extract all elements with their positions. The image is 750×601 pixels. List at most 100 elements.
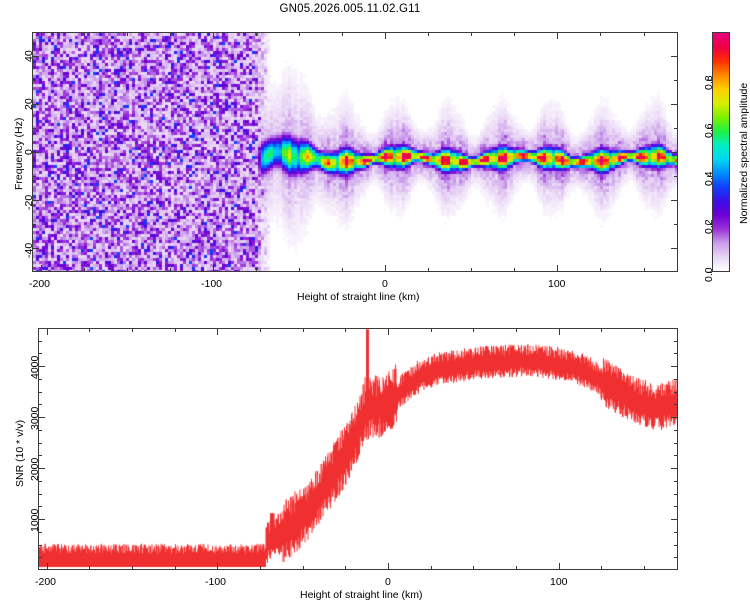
axis-tick xyxy=(431,566,432,570)
axis-tick xyxy=(385,32,386,39)
axis-tick xyxy=(674,176,678,177)
axis-tick xyxy=(514,268,515,272)
axis-tick xyxy=(342,32,343,36)
axis-tick-label: 2000 xyxy=(29,457,41,481)
axis-tick-label: 4000 xyxy=(29,355,41,379)
axis-tick xyxy=(671,519,678,520)
axis-tick xyxy=(38,545,42,546)
axis-tick xyxy=(707,80,712,81)
axis-tick xyxy=(674,224,678,225)
axis-tick xyxy=(644,268,645,272)
axis-tick xyxy=(32,104,39,105)
axis-tick xyxy=(674,481,678,482)
colorbar xyxy=(712,32,730,272)
axis-tick xyxy=(38,404,42,405)
axis-tick xyxy=(600,268,601,272)
axis-tick xyxy=(601,566,602,570)
axis-tick-label: 0 xyxy=(385,576,391,588)
axis-tick xyxy=(132,328,133,332)
axis-tick xyxy=(38,468,45,469)
axis-tick xyxy=(674,430,678,431)
axis-tick xyxy=(671,200,678,201)
axis-tick xyxy=(557,265,558,272)
axis-tick-label: 0.0 xyxy=(703,266,715,282)
axis-tick xyxy=(213,32,214,39)
axis-tick xyxy=(388,328,389,335)
axis-tick xyxy=(388,563,389,570)
spectrogram-panel xyxy=(32,32,678,272)
axis-tick xyxy=(32,128,36,129)
snr-panel xyxy=(38,328,678,570)
axis-tick xyxy=(671,248,678,249)
axis-tick xyxy=(38,366,45,367)
axis-tick-label: -100 xyxy=(205,576,227,588)
axis-tick xyxy=(38,481,42,482)
axis-tick xyxy=(260,328,261,332)
axis-tick xyxy=(38,379,42,380)
axis-tick-label: -200 xyxy=(35,576,57,588)
axis-tick xyxy=(557,32,558,39)
axis-tick xyxy=(345,566,346,570)
axis-tick xyxy=(674,545,678,546)
axis-tick xyxy=(32,176,36,177)
axis-tick xyxy=(674,494,678,495)
axis-tick xyxy=(644,328,645,332)
axis-tick xyxy=(601,328,602,332)
axis-tick xyxy=(41,265,42,272)
axis-tick xyxy=(559,563,560,570)
spectrogram-x-axis-label: Height of straight line (km) xyxy=(297,291,420,303)
axis-tick xyxy=(132,566,133,570)
axis-tick xyxy=(41,32,42,39)
axis-tick xyxy=(32,248,39,249)
axis-tick-label: 0.2 xyxy=(703,218,715,234)
axis-tick xyxy=(47,328,48,335)
axis-tick xyxy=(707,224,712,225)
axis-tick xyxy=(559,328,560,335)
axis-tick xyxy=(428,268,429,272)
axis-tick xyxy=(516,566,517,570)
axis-tick xyxy=(256,268,257,272)
axis-tick-label: 20 xyxy=(23,98,35,110)
axis-tick xyxy=(299,268,300,272)
axis-tick xyxy=(84,32,85,36)
axis-tick xyxy=(84,268,85,272)
axis-tick xyxy=(38,506,42,507)
axis-tick xyxy=(674,379,678,380)
axis-tick xyxy=(217,328,218,335)
axis-tick xyxy=(674,128,678,129)
axis-tick xyxy=(38,341,42,342)
axis-tick xyxy=(600,32,601,36)
axis-tick xyxy=(345,328,346,332)
axis-tick-label: 1000 xyxy=(29,508,41,532)
spectrogram-y-axis-label: Frequency (Hz) xyxy=(13,117,25,190)
axis-tick-label: 0.8 xyxy=(703,74,715,90)
axis-tick-label: 3000 xyxy=(29,406,41,430)
axis-tick xyxy=(175,566,176,570)
axis-tick xyxy=(32,224,36,225)
axis-tick xyxy=(644,32,645,36)
axis-tick-label: -200 xyxy=(29,278,51,290)
axis-tick xyxy=(516,328,517,332)
axis-tick xyxy=(47,563,48,570)
axis-tick xyxy=(674,353,678,354)
axis-tick xyxy=(674,532,678,533)
axis-tick xyxy=(342,268,343,272)
axis-tick xyxy=(32,56,39,57)
axis-tick xyxy=(32,200,39,201)
axis-tick xyxy=(471,32,472,36)
axis-tick-label: -20 xyxy=(23,194,35,210)
axis-tick xyxy=(431,328,432,332)
axis-tick xyxy=(674,557,678,558)
axis-tick xyxy=(127,32,128,36)
axis-tick xyxy=(170,268,171,272)
axis-tick xyxy=(473,566,474,570)
axis-tick xyxy=(38,455,42,456)
axis-tick-label: 0 xyxy=(382,278,388,290)
axis-tick xyxy=(32,152,39,153)
axis-tick-label: 0.6 xyxy=(703,122,715,138)
axis-tick xyxy=(170,32,171,36)
axis-tick xyxy=(32,80,36,81)
axis-tick xyxy=(671,56,678,57)
axis-tick xyxy=(707,272,712,273)
